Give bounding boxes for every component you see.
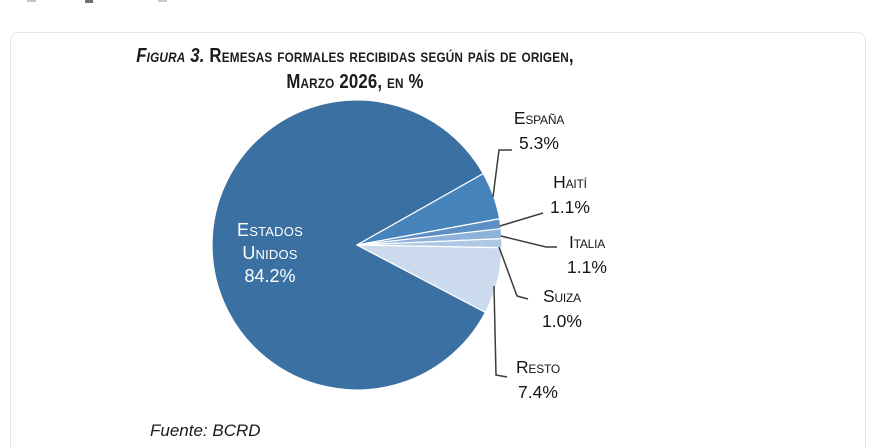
pie-callout-haiti: Haití 1.1% bbox=[515, 170, 625, 220]
pie-label-name: Italia bbox=[568, 232, 606, 252]
leader-line-resto bbox=[493, 285, 508, 378]
pie-label-value: 1.1% bbox=[567, 257, 607, 277]
pie-label-value: 7.4% bbox=[518, 382, 558, 402]
cropped-text-fragment bbox=[158, 0, 167, 2]
pie-callout-suiza: Suiza 1.0% bbox=[507, 284, 617, 334]
pie-callout-italia: Italia 1.1% bbox=[532, 230, 642, 280]
chart-title: Figura 3. Remesas formales recibidas seg… bbox=[90, 43, 619, 95]
leader-line-haiti bbox=[499, 212, 544, 227]
pie-slice-resto bbox=[356, 244, 503, 313]
chart-title-line1: Figura 3. Remesas formales recibidas seg… bbox=[90, 43, 619, 69]
cropped-text-fragment bbox=[85, 0, 93, 3]
chart-title-figure-number: Figura 3. bbox=[136, 45, 205, 67]
leader-line-italia bbox=[500, 235, 557, 248]
pie-label-name: Haití bbox=[553, 172, 587, 192]
source-note: Fuente: BCRD bbox=[150, 421, 261, 440]
pie-label-name: Resto bbox=[515, 357, 561, 377]
chart-title-line2: Marzo 2026, en % bbox=[286, 71, 424, 93]
leader-line-suiza bbox=[498, 246, 529, 300]
pie-label-value: 84.2% bbox=[244, 266, 296, 286]
pie-slice-estados-unidos bbox=[211, 99, 486, 391]
pie-label-value: 5.3% bbox=[519, 133, 559, 153]
pie-label-name: Estados bbox=[237, 220, 303, 240]
leader-line-espana bbox=[492, 149, 512, 198]
pie-inside-label-estados-unidos: Estados Unidos 84.2% bbox=[197, 219, 343, 288]
pie-label-name: España bbox=[513, 108, 565, 128]
pie-label-name: Unidos bbox=[242, 243, 298, 263]
pie-label-value: 1.0% bbox=[542, 311, 582, 331]
chart-title-text: Remesas formales recibidas según país de… bbox=[209, 45, 574, 67]
pie-label-name: Suiza bbox=[542, 286, 581, 306]
pie-callout-resto: Resto 7.4% bbox=[483, 355, 593, 405]
pie-label-value: 1.1% bbox=[550, 197, 590, 217]
pie-callout-espana: España 5.3% bbox=[484, 106, 594, 156]
cropped-text-fragment bbox=[27, 0, 36, 2]
